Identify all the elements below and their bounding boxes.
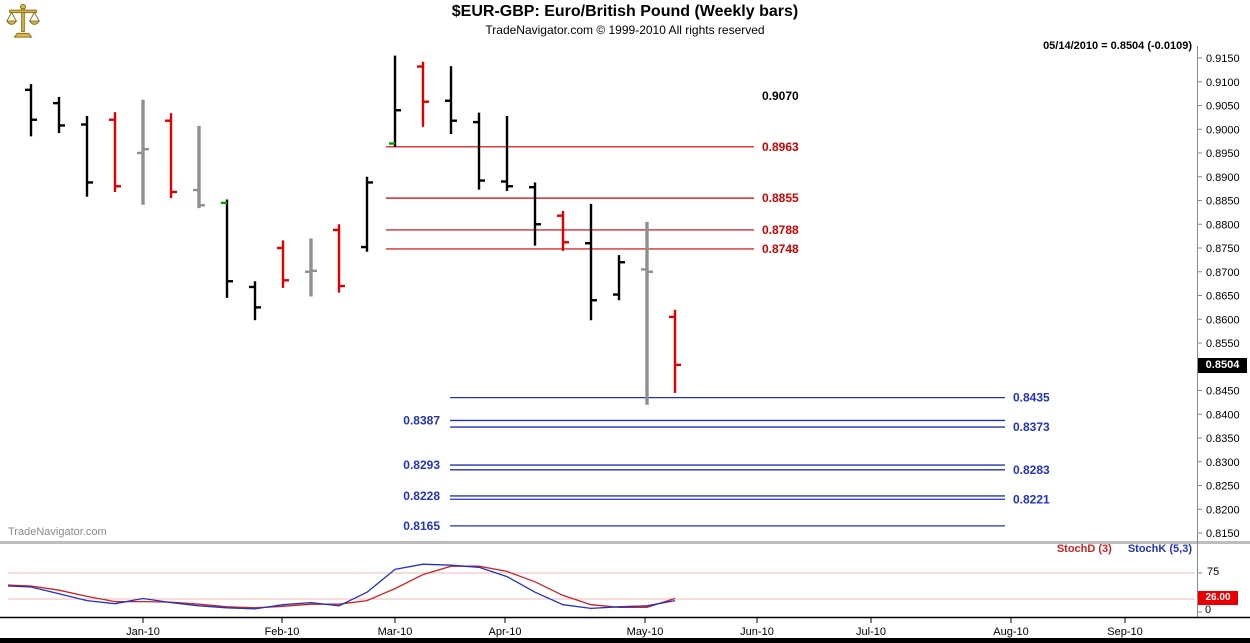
stoch-current-value-badge: 26.00 — [1198, 591, 1238, 605]
price-axis-label: 0.8250 — [1206, 481, 1240, 493]
price-axis-label: 0.8900 — [1206, 172, 1240, 184]
price-axis-label: 0.8650 — [1206, 291, 1240, 303]
resistance-level-label: 0.8788 — [762, 223, 799, 237]
price-axis-label: 0.8200 — [1206, 504, 1240, 516]
stoch-lower-axis-label: 0 — [1205, 604, 1212, 616]
time-axis-label: Jan-10 — [126, 626, 160, 638]
stochk-curve — [7, 563, 676, 610]
price-axis-label: 0.9000 — [1206, 124, 1240, 136]
time-axis-label: Apr-10 — [488, 626, 521, 638]
price-axis-label: 0.8150 — [1206, 528, 1240, 540]
price-axis-label: 0.8950 — [1206, 148, 1240, 160]
copyright-subtitle: TradeNavigator.com © 1999-2010 All right… — [485, 23, 765, 37]
stochd-curve — [7, 565, 676, 609]
stoch-upper-axis-label: 75 — [1207, 566, 1220, 578]
stochk-legend-label[interactable]: StochK (5,3) — [1127, 543, 1192, 555]
stochd-legend-label[interactable]: StochD (3) — [1056, 543, 1112, 555]
price-axis-label: 0.8600 — [1206, 314, 1240, 326]
price-axis-label: 0.8700 — [1206, 267, 1240, 279]
resistance-level-label: 0.8963 — [762, 140, 799, 154]
support-level-label-right: 0.8373 — [1013, 420, 1050, 434]
support-level-label-right: 0.8221 — [1013, 492, 1050, 506]
current-price-badge: 0.8504 — [1198, 358, 1247, 373]
support-level-label-left: 0.8228 — [403, 489, 440, 503]
time-axis-label: Aug-10 — [993, 626, 1028, 638]
price-axis-label: 0.8350 — [1206, 433, 1240, 445]
price-axis-label: 0.8850 — [1206, 196, 1240, 208]
price-axis-label: 0.8750 — [1206, 243, 1240, 255]
time-axis-label: Jul-10 — [856, 626, 886, 638]
bottom-border-strip — [0, 638, 1250, 643]
scales-logo-icon — [5, 3, 41, 38]
support-level-label-left: 0.8293 — [403, 458, 440, 472]
price-axis-label: 0.9050 — [1206, 101, 1240, 113]
price-axis-label: 0.8450 — [1206, 386, 1240, 398]
chart-title: $EUR-GBP: Euro/British Pound (Weekly bar… — [451, 3, 799, 20]
price-axis-label: 0.9150 — [1206, 53, 1240, 65]
time-axis-label: Sep-10 — [1107, 626, 1142, 638]
watermark-text: TradeNavigator.com — [8, 526, 107, 538]
price-axis-label: 0.8400 — [1206, 409, 1240, 421]
support-level-label-right: 0.8435 — [1013, 391, 1050, 405]
last-bar-quote-annotation: 05/14/2010 = 0.8504 (-0.0109) — [1043, 40, 1192, 52]
resistance-level-label: 0.8748 — [762, 242, 799, 256]
resistance-level-label: 0.8855 — [762, 191, 799, 205]
time-axis-label: Jun-10 — [740, 626, 774, 638]
time-axis-label: Mar-10 — [378, 626, 413, 638]
price-axis-label: 0.8800 — [1206, 219, 1240, 231]
panel-separator — [0, 541, 1250, 544]
stochastic-legend: StochD (3) StochK (5,3) — [1057, 543, 1192, 555]
support-level-label-right: 0.8283 — [1013, 463, 1050, 477]
time-axis-label: May-10 — [627, 626, 664, 638]
time-axis-label: Feb-10 — [265, 626, 300, 638]
price-axis-label: 0.9100 — [1206, 77, 1240, 89]
price-axis-label: 0.8300 — [1206, 457, 1240, 469]
support-level-label-left: 0.8387 — [403, 413, 440, 427]
price-axis-label: 0.8550 — [1206, 338, 1240, 350]
resistance-level-label: 0.9070 — [762, 89, 799, 103]
support-level-label-left: 0.8165 — [403, 519, 440, 533]
